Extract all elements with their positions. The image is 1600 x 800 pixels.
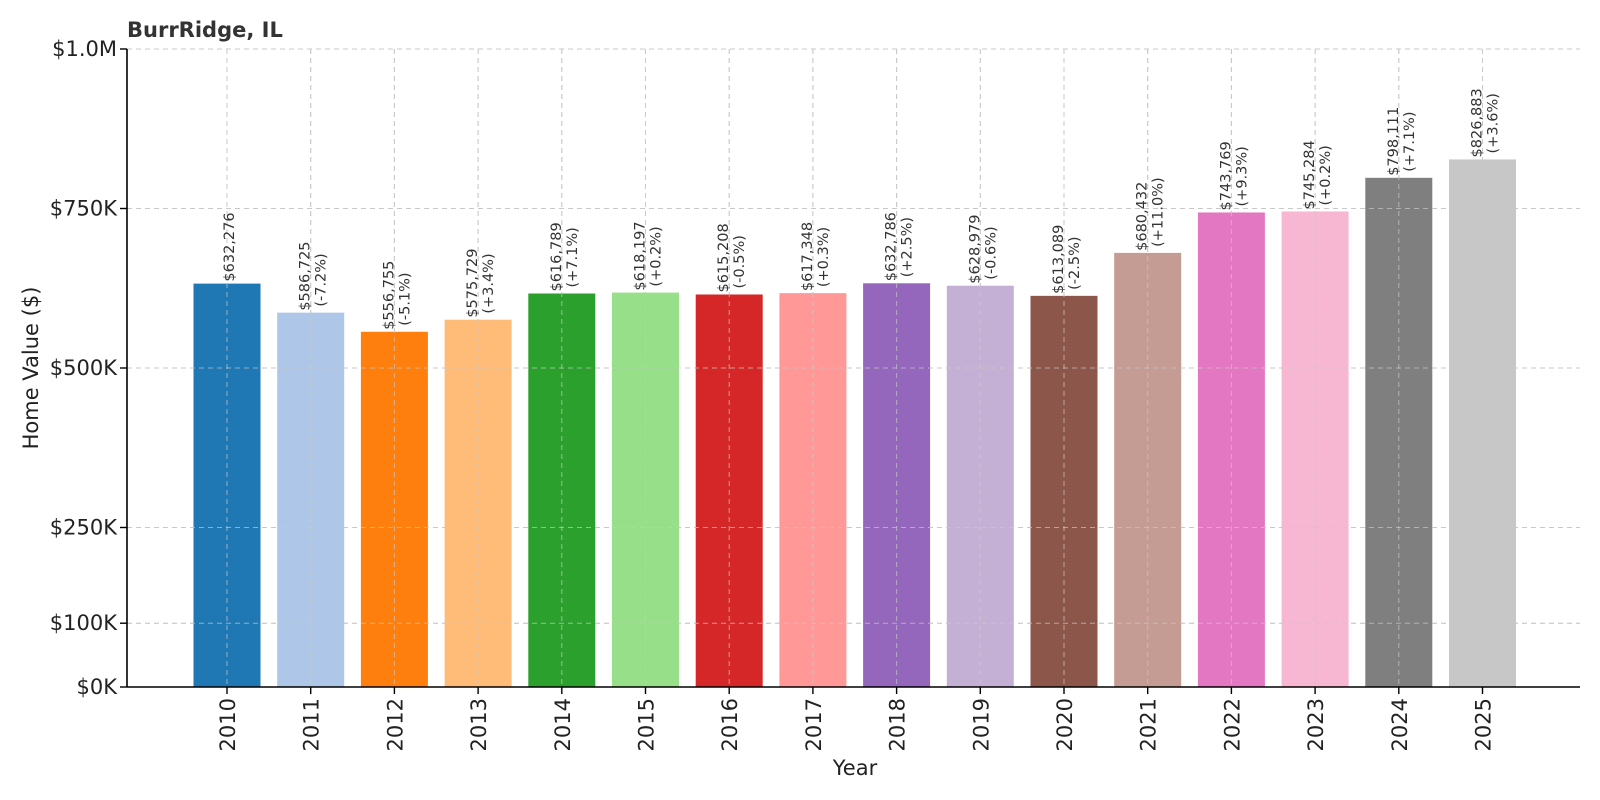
chart-title: BurrRidge, IL bbox=[127, 18, 283, 42]
x-tick-label: 2021 bbox=[1137, 698, 1161, 751]
change-label: (+2.5%) bbox=[900, 217, 916, 277]
value-label: $615,208 bbox=[716, 223, 732, 292]
change-label: (-0.6%) bbox=[983, 226, 999, 279]
change-label: (-2.5%) bbox=[1067, 236, 1083, 289]
x-tick-label: 2013 bbox=[467, 698, 491, 751]
x-axis-title: Year bbox=[832, 756, 878, 780]
change-label: (+11.0%) bbox=[1151, 177, 1167, 247]
value-label: $632,276 bbox=[222, 212, 238, 281]
x-tick-label: 2025 bbox=[1472, 698, 1496, 751]
x-tick-label: 2019 bbox=[969, 698, 993, 751]
x-tick-label: 2012 bbox=[383, 698, 407, 751]
value-label: $632,786 bbox=[884, 212, 900, 281]
x-tick-label: 2017 bbox=[802, 698, 826, 751]
change-label: (-5.1%) bbox=[397, 272, 413, 325]
value-label: $745,284 bbox=[1302, 140, 1318, 209]
y-tick-label: $100K bbox=[50, 611, 118, 635]
x-tick-label: 2023 bbox=[1304, 698, 1328, 751]
change-label: (+7.1%) bbox=[565, 227, 581, 287]
value-label: $613,089 bbox=[1051, 225, 1067, 294]
bar-2021 bbox=[1114, 252, 1182, 687]
value-label: $575,729 bbox=[465, 248, 481, 317]
x-tick-label: 2016 bbox=[718, 698, 742, 751]
value-label: $617,348 bbox=[800, 222, 816, 291]
change-label: (-7.2%) bbox=[314, 253, 330, 306]
change-label: (+3.6%) bbox=[1486, 93, 1502, 153]
x-tick-label: 2022 bbox=[1220, 698, 1244, 751]
y-tick-label: $0K bbox=[77, 675, 119, 699]
data-labels: $632,276 $586,725 (-7.2%) $556,755 (-5.1%) $5… bbox=[222, 88, 1502, 330]
bars bbox=[127, 48, 1580, 688]
x-tick-label: 2014 bbox=[551, 698, 575, 751]
change-label: (+0.2%) bbox=[1318, 145, 1334, 205]
y-tick-label: $250K bbox=[50, 516, 118, 540]
value-label: $616,789 bbox=[549, 222, 565, 291]
value-label: $586,725 bbox=[298, 241, 314, 310]
change-label: (+0.2%) bbox=[649, 226, 665, 286]
y-ticks: $0K $100K $250K $500K $750K $1.0M bbox=[50, 37, 127, 699]
y-axis-title: Home Value ($) bbox=[19, 287, 43, 450]
y-tick-label: $750K bbox=[50, 197, 118, 221]
x-tick-label: 2011 bbox=[300, 698, 324, 751]
value-label: $743,769 bbox=[1218, 141, 1234, 210]
x-ticks: 2010 2011 2012 2013 2014 2015 2016 2017 2018 2019… bbox=[216, 687, 1496, 751]
value-label: $680,432 bbox=[1135, 182, 1151, 251]
x-tick-label: 2015 bbox=[635, 698, 659, 751]
change-label: (+3.4%) bbox=[481, 253, 497, 313]
value-label: $798,111 bbox=[1386, 107, 1402, 176]
change-label: (+7.1%) bbox=[1402, 111, 1418, 171]
value-label: $556,755 bbox=[381, 261, 397, 330]
y-tick-label: $500K bbox=[50, 356, 118, 380]
value-label: $826,883 bbox=[1470, 88, 1486, 157]
value-label: $618,197 bbox=[633, 221, 649, 290]
x-tick-label: 2018 bbox=[886, 698, 910, 751]
y-tick-label: $1.0M bbox=[52, 37, 117, 61]
x-tick-label: 2020 bbox=[1053, 698, 1077, 751]
x-tick-label: 2024 bbox=[1388, 698, 1412, 751]
x-tick-label: 2010 bbox=[216, 698, 240, 751]
value-label: $628,979 bbox=[967, 215, 983, 284]
change-label: (-0.5%) bbox=[732, 235, 748, 288]
change-label: (+0.3%) bbox=[816, 227, 832, 287]
change-label: (+9.3%) bbox=[1234, 146, 1250, 206]
